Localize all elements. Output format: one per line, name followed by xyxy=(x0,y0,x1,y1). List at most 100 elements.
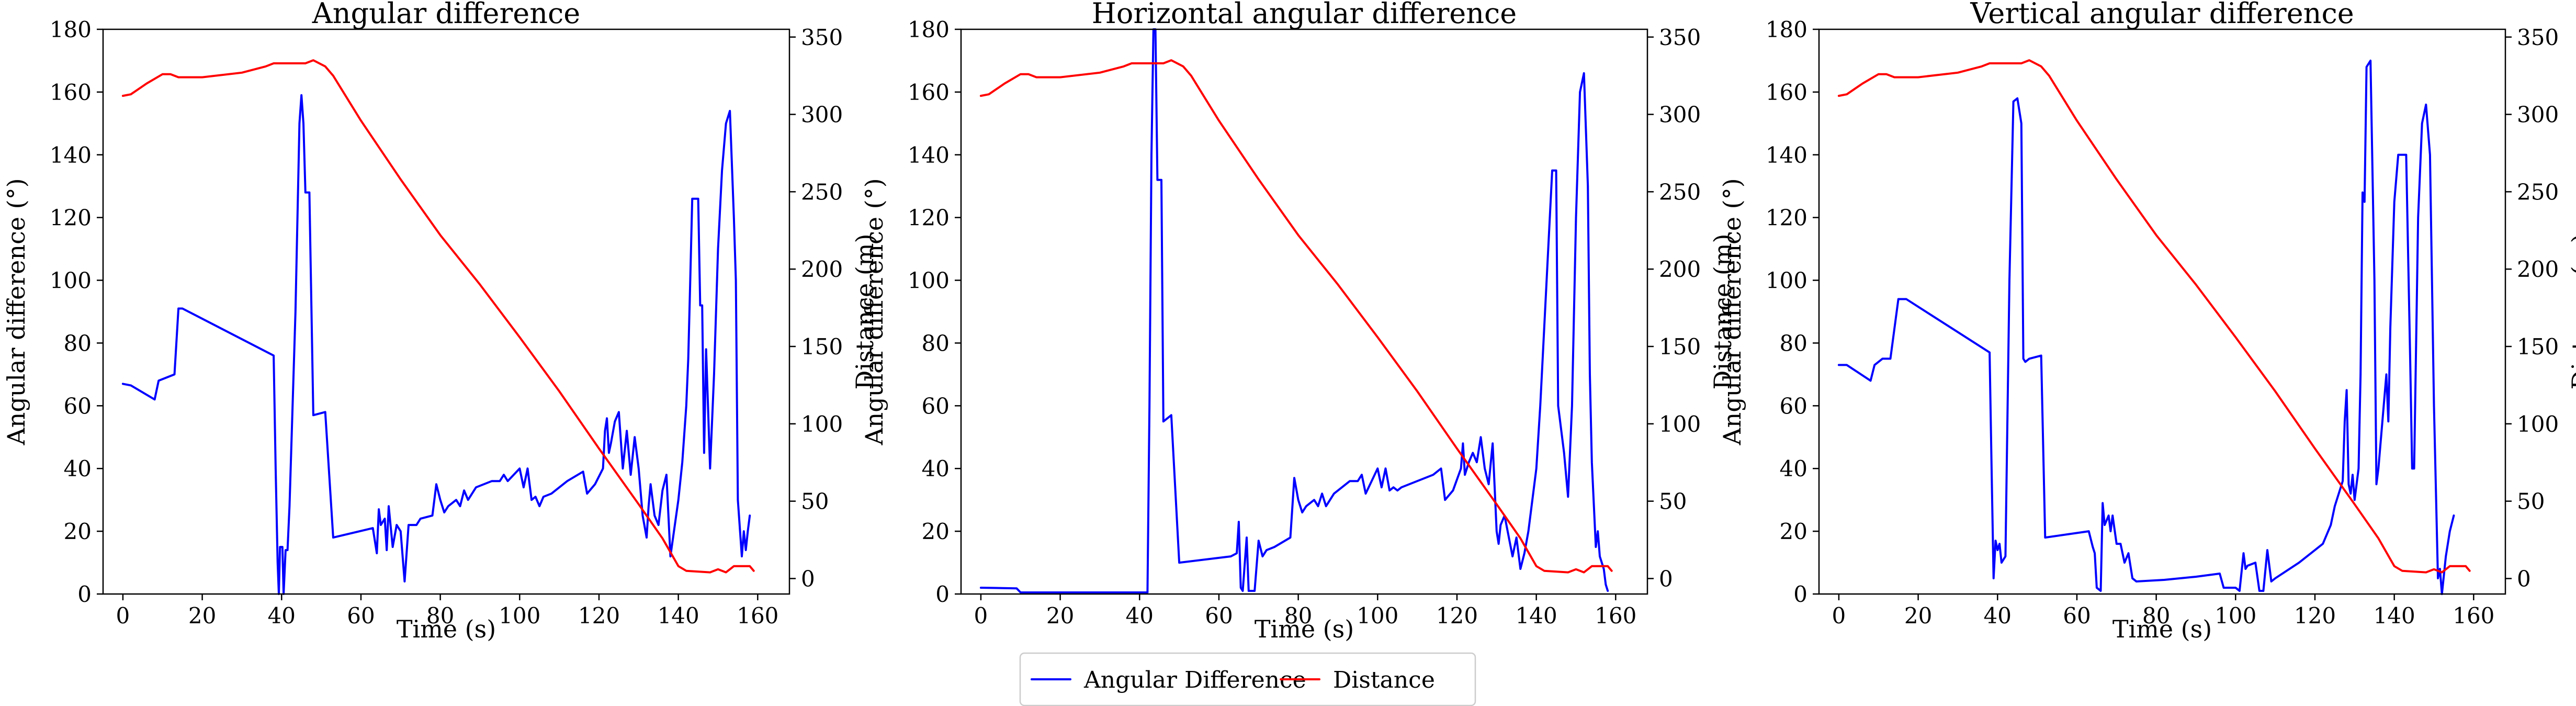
y2-tick-label: 200 xyxy=(2517,256,2559,282)
y-tick-label: 80 xyxy=(1780,330,1807,356)
x-tick-label: 140 xyxy=(2374,603,2415,629)
y2-tick-label: 300 xyxy=(2517,102,2559,128)
x-tick-label: 120 xyxy=(1436,603,1478,629)
y2-tick-label: 300 xyxy=(801,102,843,128)
y2-tick-label: 200 xyxy=(1659,256,1701,282)
chart-panel-1: 0 20 40 60 80 100 120 140 160 0 20 40 60 80 100 120 140 1… xyxy=(2,0,879,643)
y-tick-label: 160 xyxy=(1766,80,1807,105)
y2-tick-label: 200 xyxy=(801,256,843,282)
y2-tick-label: 150 xyxy=(801,334,843,360)
chart-title: Vertical angular difference xyxy=(1970,0,2354,30)
y-axis-label: Angular difference (°) xyxy=(2,178,30,445)
y-tick-label: 160 xyxy=(50,80,92,105)
x-tick-label: 20 xyxy=(188,603,216,629)
y2-tick-label: 300 xyxy=(1659,102,1701,128)
y2-axis-label: Distance (m) xyxy=(1709,234,1737,390)
x-axis-label: Time (s) xyxy=(397,615,496,643)
y-tick-label: 160 xyxy=(908,80,950,105)
legend: Angular Difference Distance xyxy=(1019,652,1476,706)
y2-axis-label: Distance (m) xyxy=(2567,234,2576,390)
legend-frame xyxy=(1019,652,1476,706)
y-tick-label: 100 xyxy=(908,268,950,294)
y-tick-label: 120 xyxy=(50,205,92,231)
chart-title: Angular difference xyxy=(312,0,580,30)
x-tick-label: 160 xyxy=(2453,603,2494,629)
chart-title: Horizontal angular difference xyxy=(1092,0,1517,30)
y-tick-label: 100 xyxy=(1766,268,1807,294)
x-tick-label: 120 xyxy=(2294,603,2336,629)
y2-tick-label: 0 xyxy=(1659,566,1673,591)
y2-tick-label: 50 xyxy=(2517,489,2545,514)
x-tick-label: 100 xyxy=(1357,603,1398,629)
x-tick-label: 80 xyxy=(426,603,454,629)
y-tick-label: 80 xyxy=(922,330,950,356)
x-tick-label: 140 xyxy=(1516,603,1557,629)
angular-difference-line xyxy=(1837,59,2455,595)
distance-line xyxy=(979,59,1613,574)
x-tick-label: 0 xyxy=(116,603,130,629)
y-tick-label: 180 xyxy=(1766,17,1807,42)
y2-tick-label: 150 xyxy=(2517,334,2559,360)
x-tick-label: 40 xyxy=(268,603,296,629)
distance-line xyxy=(1837,59,2471,574)
x-tick-label: 80 xyxy=(2142,603,2170,629)
y-tick-label: 20 xyxy=(64,519,92,544)
x-axis-label: Time (s) xyxy=(1255,615,1354,643)
y2-tick-label: 0 xyxy=(801,566,815,591)
y2-tick-label: 50 xyxy=(1659,489,1687,514)
x-tick-label: 60 xyxy=(2063,603,2091,629)
y-tick-label: 140 xyxy=(1766,142,1807,168)
y2-tick-label: 100 xyxy=(2517,411,2559,437)
plot-frame xyxy=(960,28,1648,595)
y-tick-label: 140 xyxy=(50,142,92,168)
y-tick-label: 100 xyxy=(50,268,92,294)
y2-tick-label: 250 xyxy=(2517,179,2559,205)
x-tick-label: 100 xyxy=(499,603,540,629)
y2-tick-label: 250 xyxy=(801,179,843,205)
y-tick-label: 20 xyxy=(922,519,950,544)
x-tick-label: 40 xyxy=(1984,603,2012,629)
x-tick-label: 0 xyxy=(1832,603,1846,629)
y-tick-label: 20 xyxy=(1780,519,1807,544)
y2-tick-label: 350 xyxy=(2517,25,2559,50)
y2-tick-label: 100 xyxy=(801,411,843,437)
x-tick-label: 160 xyxy=(737,603,778,629)
x-tick-label: 160 xyxy=(1595,603,1636,629)
y2-tick-label: 0 xyxy=(2517,566,2531,591)
y-tick-label: 80 xyxy=(64,330,92,356)
angular-difference-line xyxy=(979,28,1609,593)
x-tick-label: 40 xyxy=(1126,603,1154,629)
y-tick-label: 140 xyxy=(908,142,950,168)
chart-panel-3: 0 20 40 60 80 100 120 140 160 0 20 40 60 80 100 120 140 1… xyxy=(1718,0,2576,643)
x-tick-label: 120 xyxy=(578,603,620,629)
legend-label-distance: Distance xyxy=(1333,667,1435,693)
y-tick-label: 60 xyxy=(1780,393,1807,419)
y2-axis-label: Distance (m) xyxy=(851,234,879,390)
angular-difference-line xyxy=(121,94,751,595)
y2-tick-label: 100 xyxy=(1659,411,1701,437)
y-tick-label: 40 xyxy=(922,456,950,481)
y-tick-label: 180 xyxy=(50,17,92,42)
x-tick-label: 60 xyxy=(1205,603,1233,629)
y-tick-label: 0 xyxy=(77,581,92,607)
x-tick-label: 20 xyxy=(1046,603,1074,629)
y-tick-label: 0 xyxy=(935,581,950,607)
y-tick-label: 120 xyxy=(908,205,950,231)
y-tick-label: 180 xyxy=(908,17,950,42)
x-tick-label: 140 xyxy=(658,603,699,629)
x-tick-label: 20 xyxy=(1904,603,1932,629)
y-tick-label: 40 xyxy=(64,456,92,481)
x-tick-label: 0 xyxy=(974,603,988,629)
x-tick-label: 100 xyxy=(2215,603,2256,629)
y2-tick-label: 150 xyxy=(1659,334,1701,360)
y2-tick-label: 250 xyxy=(1659,179,1701,205)
plot-frame xyxy=(102,28,790,595)
y-axis-label: Angular difference (°) xyxy=(1718,178,1746,445)
y-tick-label: 60 xyxy=(922,393,950,419)
chart-panels: 0 20 40 60 80 100 120 140 160 0 20 40 60 80 100 120 140 1… xyxy=(2,0,2576,643)
x-tick-label: 60 xyxy=(347,603,375,629)
y-tick-label: 40 xyxy=(1780,456,1807,481)
y-tick-label: 60 xyxy=(64,393,92,419)
y-tick-label: 0 xyxy=(1793,581,1807,607)
